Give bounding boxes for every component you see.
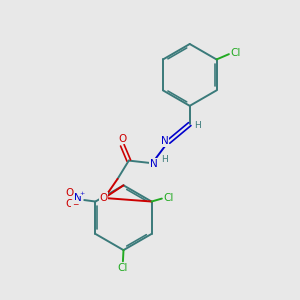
- Text: Cl: Cl: [164, 193, 174, 203]
- Text: Cl: Cl: [118, 263, 128, 273]
- Text: O: O: [65, 188, 74, 198]
- Text: N: N: [150, 158, 158, 169]
- Text: H: H: [161, 155, 168, 164]
- Text: +: +: [80, 191, 85, 196]
- Text: O: O: [100, 193, 108, 203]
- Text: N: N: [161, 136, 169, 146]
- Text: O: O: [65, 199, 74, 209]
- Text: N: N: [74, 193, 82, 203]
- Text: Cl: Cl: [230, 48, 241, 58]
- Text: O: O: [118, 134, 126, 144]
- Text: −: −: [72, 201, 78, 210]
- Text: H: H: [195, 121, 201, 130]
